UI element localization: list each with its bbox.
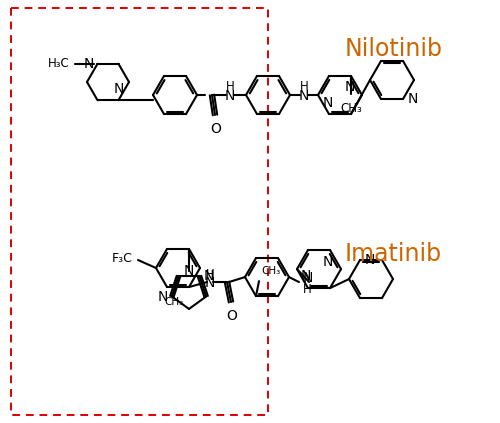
Text: H: H: [226, 80, 234, 93]
Text: H: H: [303, 283, 312, 296]
Text: N: N: [323, 96, 333, 110]
Text: N: N: [205, 276, 215, 290]
Text: N: N: [365, 253, 376, 267]
Text: Nilotinib: Nilotinib: [345, 37, 443, 60]
Text: H: H: [300, 80, 308, 93]
Text: H: H: [206, 268, 214, 280]
Text: N: N: [299, 89, 309, 103]
Text: N: N: [408, 92, 418, 106]
Text: N: N: [301, 269, 311, 283]
Text: Imatinib: Imatinib: [345, 242, 442, 266]
Text: N: N: [84, 57, 94, 71]
Text: N: N: [225, 89, 235, 103]
Text: N: N: [158, 289, 168, 304]
Text: CH₃: CH₃: [165, 297, 184, 308]
Text: CH₃: CH₃: [340, 102, 362, 115]
Text: N: N: [114, 82, 124, 96]
Text: CH₃: CH₃: [261, 266, 280, 276]
Text: O: O: [210, 122, 222, 136]
Text: N: N: [184, 264, 194, 278]
Text: O: O: [226, 309, 237, 323]
Text: N: N: [204, 269, 214, 283]
Text: N: N: [345, 80, 355, 94]
Text: H₃C: H₃C: [48, 57, 70, 70]
Text: N: N: [303, 271, 314, 285]
Bar: [11, 8, 268, 415]
Text: N: N: [323, 255, 333, 269]
Text: F₃C: F₃C: [112, 252, 133, 264]
